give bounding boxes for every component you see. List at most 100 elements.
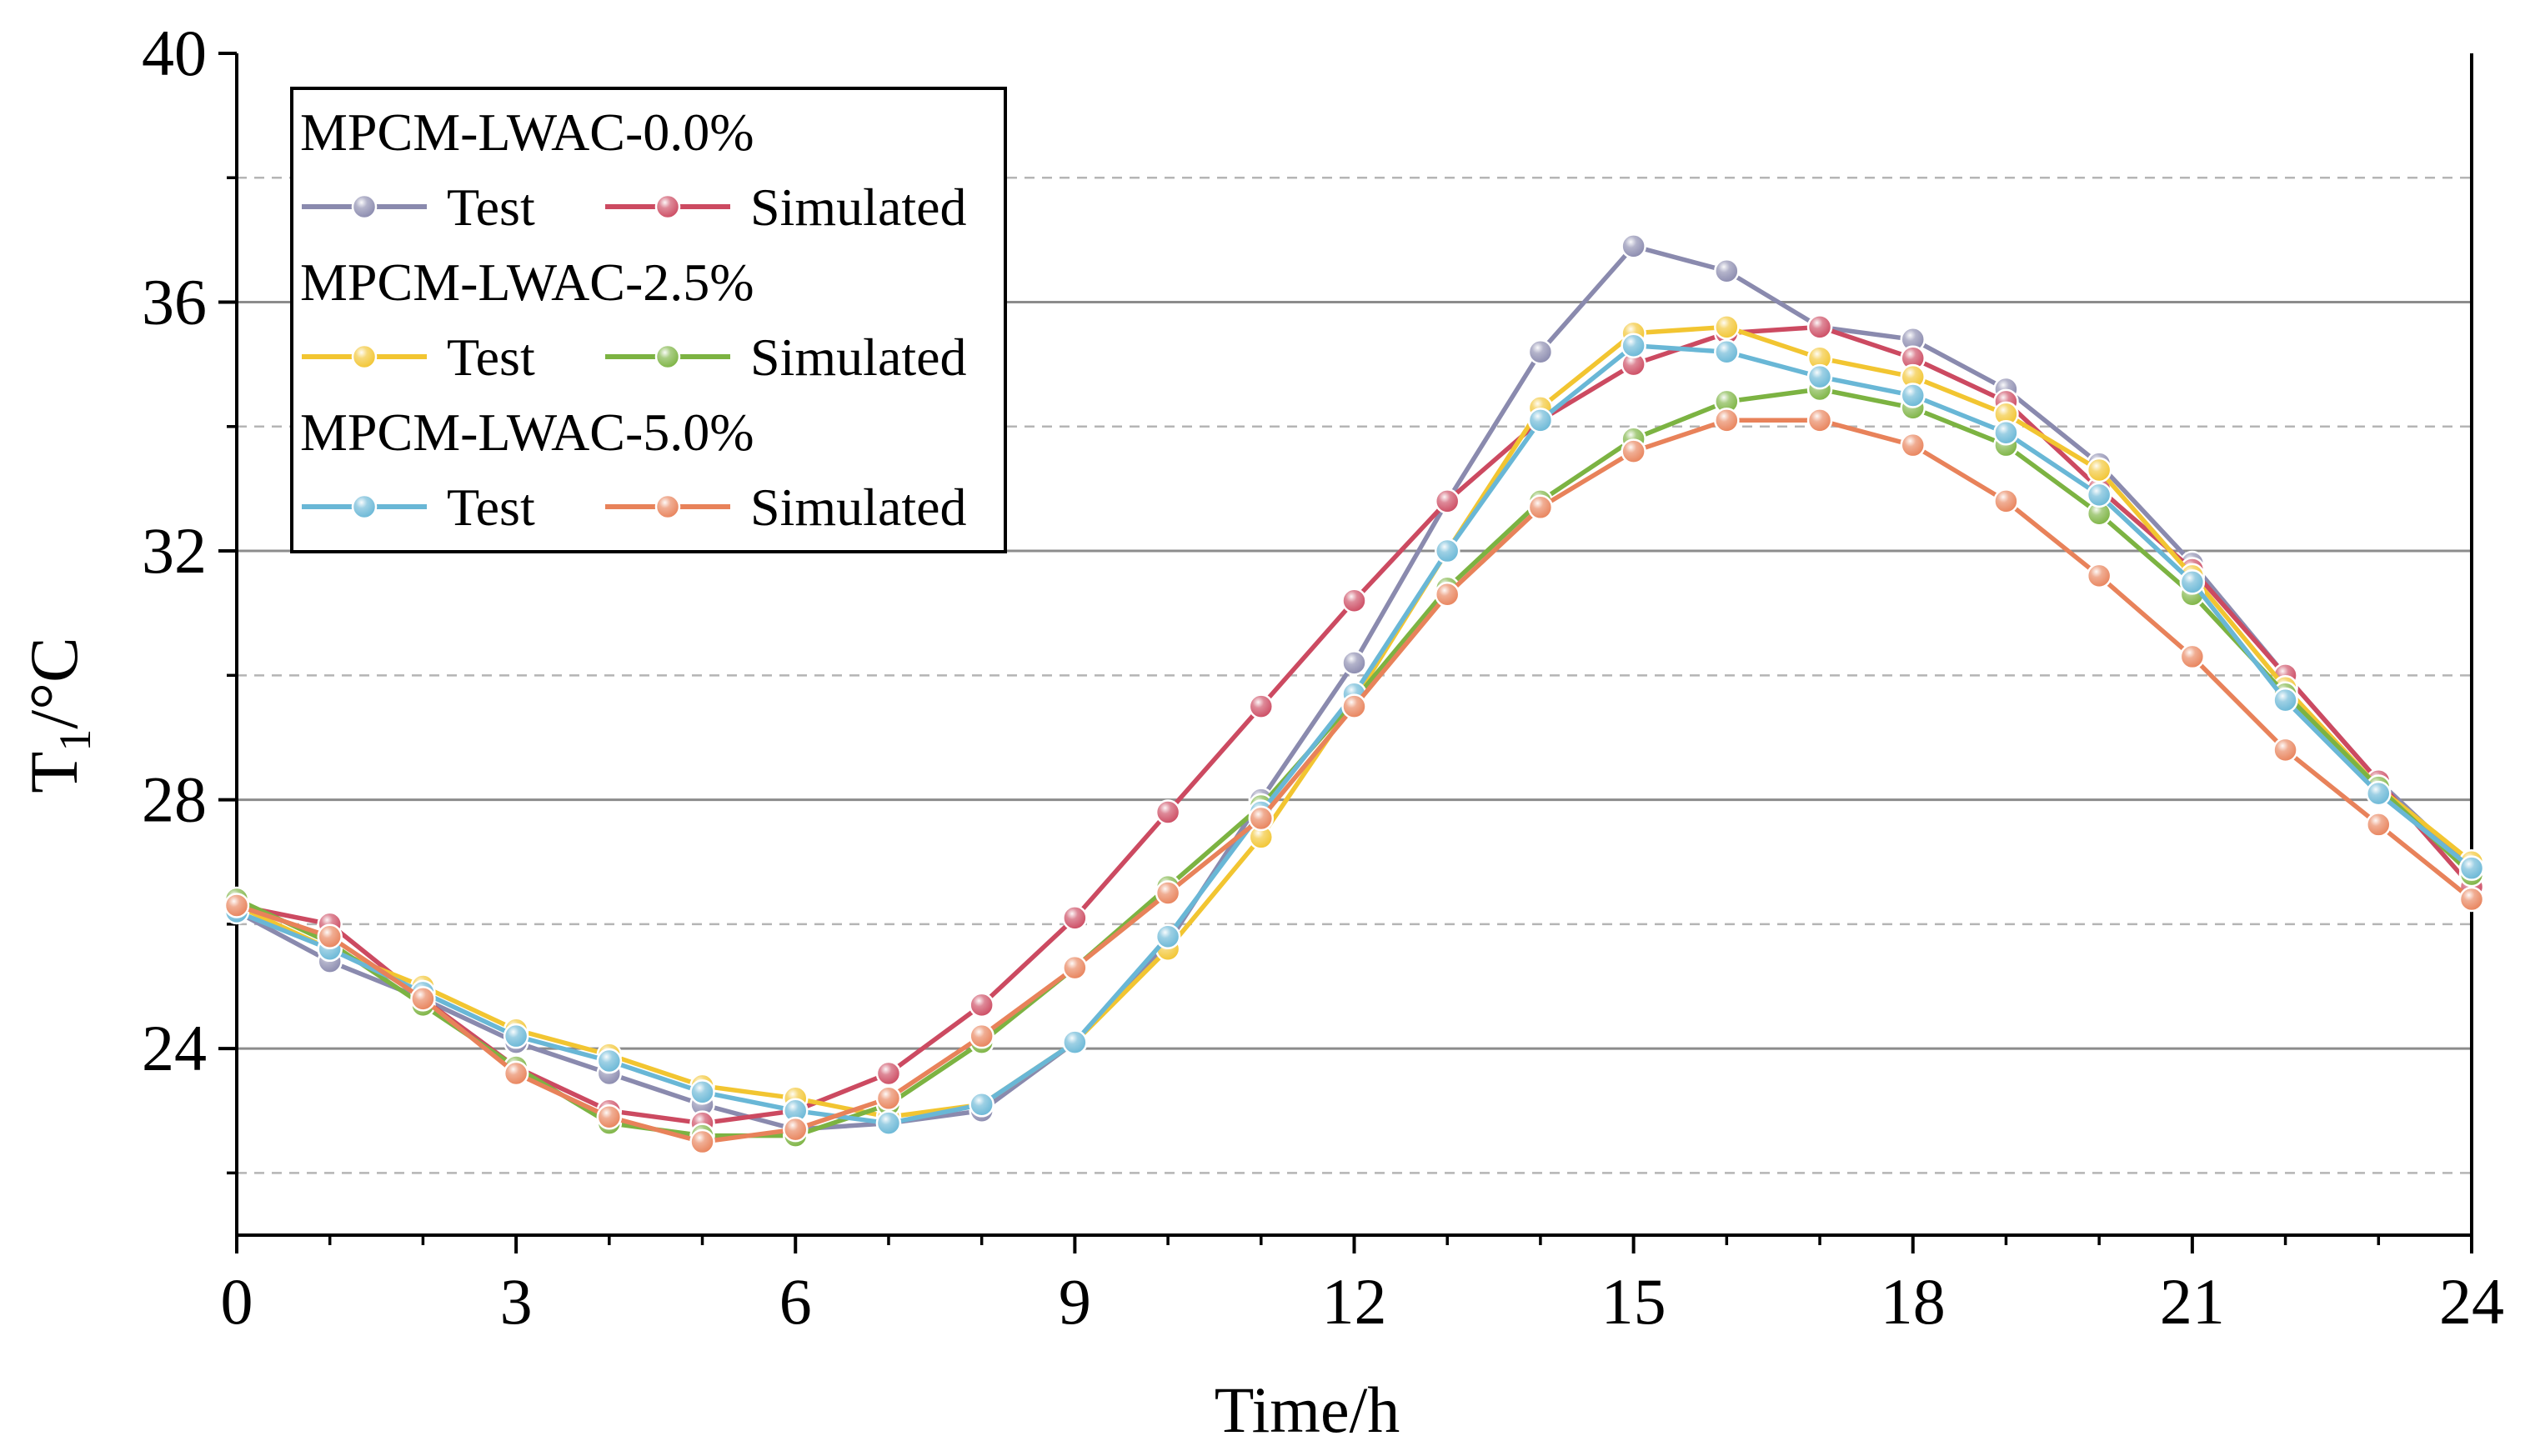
y-axis-title-main: T <box>16 752 92 793</box>
data-point <box>1527 338 1554 365</box>
legend-entry-label: Test <box>447 178 535 237</box>
legend-swatch-marker <box>351 343 378 370</box>
legend-swatch-marker <box>351 493 378 520</box>
data-point-highlight <box>504 1024 529 1048</box>
data-point <box>223 893 250 918</box>
data-point <box>1248 824 1275 850</box>
y-tick-label: 40 <box>142 17 207 89</box>
data-point <box>1621 438 1646 464</box>
data-point <box>783 1098 809 1123</box>
data-point-highlight <box>1901 383 1925 408</box>
data-point <box>503 1023 529 1049</box>
data-point <box>596 1048 623 1074</box>
data-point <box>2179 643 2206 670</box>
data-point-highlight <box>2367 813 2391 837</box>
data-point-highlight <box>597 1105 621 1129</box>
data-point <box>1155 880 1181 906</box>
data-point <box>1900 345 1926 371</box>
data-point-highlight <box>1808 408 1832 433</box>
data-point-highlight <box>318 924 342 948</box>
legend-swatch-marker-highlight <box>656 495 679 518</box>
data-point <box>1621 333 1646 359</box>
data-point-highlight <box>1808 346 1832 370</box>
data-point <box>1714 408 1740 433</box>
data-point <box>1341 693 1367 719</box>
data-point <box>1806 345 1833 371</box>
data-point <box>1900 383 1926 408</box>
data-point <box>1062 954 1088 981</box>
data-point <box>596 1103 623 1130</box>
data-point-highlight <box>1528 408 1552 433</box>
data-point-highlight <box>1435 489 1460 513</box>
data-point-highlight <box>1994 421 2018 445</box>
data-point-highlight <box>2087 458 2112 483</box>
y-tick-label: 24 <box>142 1012 207 1084</box>
data-point <box>875 1060 902 1087</box>
data-point <box>1993 420 2019 446</box>
data-point <box>1900 432 1926 458</box>
data-point-highlight <box>1994 402 2018 426</box>
data-point-highlight <box>876 1111 900 1135</box>
data-point-highlight <box>1156 881 1180 905</box>
data-point-highlight <box>1342 694 1366 718</box>
data-point <box>783 1116 809 1143</box>
x-tick-label: 12 <box>1322 1265 1387 1338</box>
legend-entry-label: Test <box>447 328 535 387</box>
data-point <box>2366 812 2392 838</box>
legend-swatch-marker-highlight <box>353 195 376 218</box>
x-tick-label: 0 <box>221 1265 253 1338</box>
data-point-highlight <box>1342 588 1366 613</box>
data-point-highlight <box>876 1086 900 1110</box>
data-point <box>1434 582 1460 608</box>
data-point <box>1714 338 1740 365</box>
y-axis-title-sub: 1 <box>50 729 100 752</box>
data-point-highlight <box>597 1049 621 1073</box>
axis-labels: Time/h T1/°C <box>16 637 1400 1446</box>
legend-group-title: MPCM-LWAC-5.0% <box>300 403 754 462</box>
data-point <box>1714 314 1740 340</box>
data-point <box>1621 233 1646 259</box>
data-point-highlight <box>1715 315 1739 339</box>
data-point <box>969 1092 994 1118</box>
data-point <box>503 1060 529 1087</box>
data-point-highlight <box>690 1080 714 1104</box>
data-point-highlight <box>2087 502 2112 526</box>
data-point <box>1527 408 1554 433</box>
data-point-highlight <box>1249 694 1273 718</box>
data-point-highlight <box>1249 806 1273 830</box>
y-axis-title: T1/°C <box>16 637 100 793</box>
data-point <box>2179 569 2206 595</box>
x-tick-label: 24 <box>2439 1265 2504 1338</box>
data-point-highlight <box>2180 570 2204 594</box>
data-point <box>1993 488 2019 514</box>
legend-swatch-marker-highlight <box>353 495 376 518</box>
data-point <box>1993 401 2019 428</box>
data-point-highlight <box>1435 583 1460 607</box>
data-point <box>2086 457 2112 483</box>
data-point-highlight <box>504 1061 529 1085</box>
data-point-highlight <box>1063 956 1087 980</box>
legend-entry-label: Simulated <box>750 478 967 537</box>
data-point-highlight <box>2087 563 2112 588</box>
data-point-highlight <box>1994 489 2018 513</box>
y-tick-label: 32 <box>142 514 207 587</box>
data-point-highlight <box>1715 340 1739 364</box>
data-point <box>410 986 436 1012</box>
data-point-highlight <box>969 1093 994 1117</box>
data-point-highlight <box>784 1118 808 1142</box>
data-point <box>1062 905 1088 931</box>
data-point-highlight <box>784 1098 808 1123</box>
data-point-highlight <box>1342 651 1366 675</box>
data-point-highlight <box>1901 346 1925 370</box>
data-point-highlight <box>969 1024 994 1048</box>
data-point-highlight <box>1901 328 1925 352</box>
data-point <box>1434 538 1460 564</box>
data-point-highlight <box>1249 825 1273 849</box>
data-point <box>1806 314 1833 340</box>
data-point-highlight <box>2087 483 2112 507</box>
data-point-highlight <box>1621 353 1646 377</box>
data-point <box>2458 855 2485 881</box>
data-point-highlight <box>1528 340 1552 364</box>
